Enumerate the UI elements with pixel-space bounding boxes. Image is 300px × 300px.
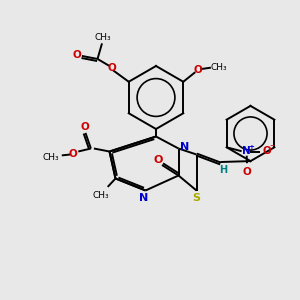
Text: N: N bbox=[180, 142, 189, 152]
Text: CH₃: CH₃ bbox=[42, 153, 59, 162]
Text: O: O bbox=[72, 50, 81, 60]
Text: O: O bbox=[193, 65, 202, 75]
Text: O: O bbox=[80, 122, 89, 132]
Text: CH₃: CH₃ bbox=[211, 63, 228, 72]
Text: O: O bbox=[68, 149, 77, 159]
Text: N: N bbox=[140, 193, 148, 203]
Text: N: N bbox=[242, 146, 250, 157]
Text: H: H bbox=[219, 165, 227, 175]
Text: O: O bbox=[243, 167, 251, 177]
Text: ⁻: ⁻ bbox=[269, 143, 275, 154]
Text: S: S bbox=[193, 193, 200, 203]
Text: +: + bbox=[249, 144, 254, 150]
Text: O: O bbox=[153, 154, 163, 165]
Text: O: O bbox=[262, 146, 271, 157]
Text: O: O bbox=[107, 63, 116, 73]
Text: CH₃: CH₃ bbox=[93, 191, 110, 200]
Text: CH₃: CH₃ bbox=[94, 33, 111, 42]
